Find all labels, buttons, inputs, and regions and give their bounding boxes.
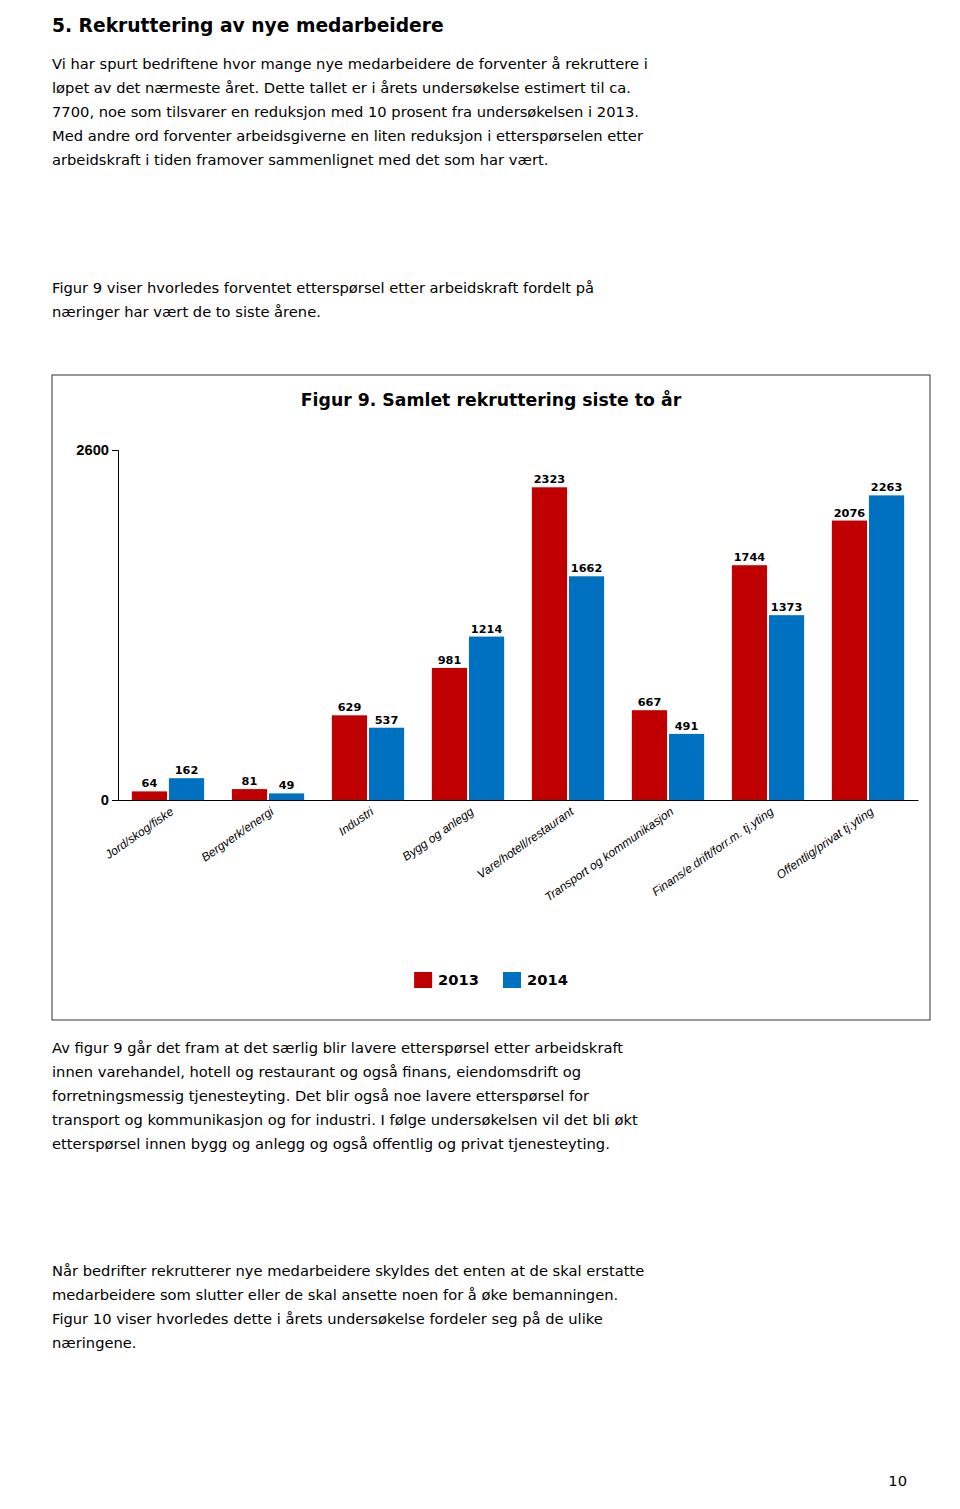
y-tick-label: 0 [101, 792, 109, 808]
paragraph-line: Når bedrifter rekrutterer nye medarbeide… [52, 1262, 644, 1279]
paragraph-line: transport og kommunikasjon og for indust… [52, 1111, 638, 1128]
paragraph-line: arbeidskraft i tiden framover sammenlign… [52, 151, 548, 168]
paragraph-line: innen varehandel, hotell og restaurant o… [52, 1063, 581, 1080]
x-tick-label: Industri [336, 804, 377, 838]
y-axis: 0 2600 [76, 442, 118, 808]
legend-label: 2014 [527, 971, 568, 988]
chart-frame [52, 375, 930, 1020]
data-label: 81 [242, 775, 258, 788]
y-tick: 2600 [76, 442, 118, 458]
x-tick: Vare/hotell/restaurant [474, 804, 576, 881]
y-tick: 0 [101, 792, 118, 808]
x-axis-line [119, 800, 919, 801]
paragraph-line: næringer har vært de to siste årene. [52, 303, 321, 320]
chart-title: Figur 9. Samlet rekruttering siste to år [301, 389, 682, 410]
y-tick-mark [112, 800, 118, 801]
legend-swatch [414, 972, 432, 988]
legend: 2013 2014 [414, 971, 568, 988]
bar [432, 668, 467, 800]
paragraph-line: etterspørsel innen bygg og anlegg og ogs… [52, 1135, 610, 1152]
x-tick: Offentlig/privat tj.yting [774, 804, 877, 882]
bar [669, 734, 704, 800]
page-title: 5. Rekruttering av nye medarbeidere [52, 15, 444, 36]
paragraph-line: 7700, noe som tilsvarer en reduksjon med… [52, 103, 639, 120]
y-tick-label: 2600 [76, 442, 109, 458]
data-label: 1214 [471, 623, 503, 636]
data-label: 49 [279, 779, 295, 792]
bar [532, 487, 567, 800]
paragraph: Av figur 9 går det fram at det særlig bl… [52, 1039, 638, 1152]
x-tick-label: Jord/skog/fiske [102, 804, 177, 862]
legend-swatch [503, 972, 521, 988]
data-label: 491 [675, 720, 699, 733]
x-tick: Bergverk/energi [199, 804, 277, 864]
legend-item: 2013 [414, 971, 479, 988]
paragraph-line: Med andre ord forventer arbeidsgiverne e… [52, 127, 644, 144]
bars [132, 487, 904, 800]
paragraph-line: Figur 10 viser hvorledes dette i årets u… [52, 1310, 603, 1327]
bar [832, 521, 867, 800]
bar [169, 778, 204, 800]
x-tick-label: Offentlig/privat tj.yting [774, 804, 877, 882]
data-label: 981 [438, 654, 462, 667]
data-label: 1662 [571, 562, 602, 575]
data-label: 2323 [534, 473, 565, 486]
data-label: 2076 [834, 507, 866, 520]
data-label: 667 [638, 696, 662, 709]
paragraph-line: næringene. [52, 1334, 137, 1351]
x-tick-label: Finans/e.drift/forr.m. tj.yting [649, 804, 776, 899]
x-tick: Bygg og anlegg [400, 804, 477, 863]
paragraph-line: medarbeidere som slutter eller de skal a… [52, 1286, 618, 1303]
data-label: 1373 [771, 601, 802, 614]
bar [232, 789, 267, 800]
data-label: 2263 [871, 481, 902, 494]
x-tick: Finans/e.drift/forr.m. tj.yting [649, 804, 776, 899]
bar-series [132, 487, 867, 800]
y-axis-line [112, 451, 119, 801]
page-background [0, 0, 960, 1509]
data-label: 537 [375, 714, 399, 727]
y-tick-mark [112, 450, 118, 451]
paragraph: Når bedrifter rekrutterer nye medarbeide… [52, 1262, 644, 1351]
bar [469, 637, 504, 800]
paragraph-line: Av figur 9 går det fram at det særlig bl… [52, 1039, 623, 1056]
x-tick-label: Bergverk/energi [199, 804, 277, 864]
x-tick-label: Bygg og anlegg [400, 804, 477, 863]
bar [269, 793, 304, 800]
chart: 64 81 629 981 2323 667 1744 2076 162 49 537 1214 166… [76, 442, 918, 988]
page: 5. Rekruttering av nye medarbeidere Vi ha… [0, 0, 960, 1509]
bar [132, 791, 167, 800]
x-tick: Jord/skog/fiske [102, 804, 177, 862]
bar [769, 615, 804, 800]
bar [369, 728, 404, 800]
bar [869, 495, 904, 800]
paragraph-line: Figur 9 viser hvorledes forventet etters… [52, 279, 594, 296]
data-label: 1744 [734, 551, 766, 564]
paragraph-line: Vi har spurt bedriftene hvor mange nye m… [52, 55, 648, 72]
page-number: 10 [888, 1472, 907, 1489]
paragraph-line: løpet av det nærmeste året. Dette tallet… [52, 79, 631, 96]
bar [632, 710, 667, 800]
bar-series [169, 495, 904, 800]
x-tick-label: Vare/hotell/restaurant [474, 804, 576, 881]
data-label: 64 [142, 777, 158, 790]
paragraph: Figur 9 viser hvorledes forventet etters… [52, 279, 594, 320]
legend-item: 2014 [503, 971, 568, 988]
x-axis: Jord/skog/fiske Bergverk/energi Industri By… [102, 801, 919, 905]
x-tick: Industri [336, 804, 377, 838]
data-labels: 64 81 629 981 2323 667 1744 2076 162 49 537 1214 166… [142, 473, 903, 792]
paragraph: Vi har spurt bedriftene hvor mange nye m… [52, 55, 648, 168]
paragraph-line: forretningsmessig tjenesteyting. Det bli… [52, 1087, 590, 1104]
bar [732, 565, 767, 800]
bar [332, 715, 367, 800]
data-label: 162 [175, 764, 199, 777]
data-label: 629 [338, 701, 362, 714]
bar [569, 576, 604, 800]
legend-label: 2013 [438, 971, 479, 988]
